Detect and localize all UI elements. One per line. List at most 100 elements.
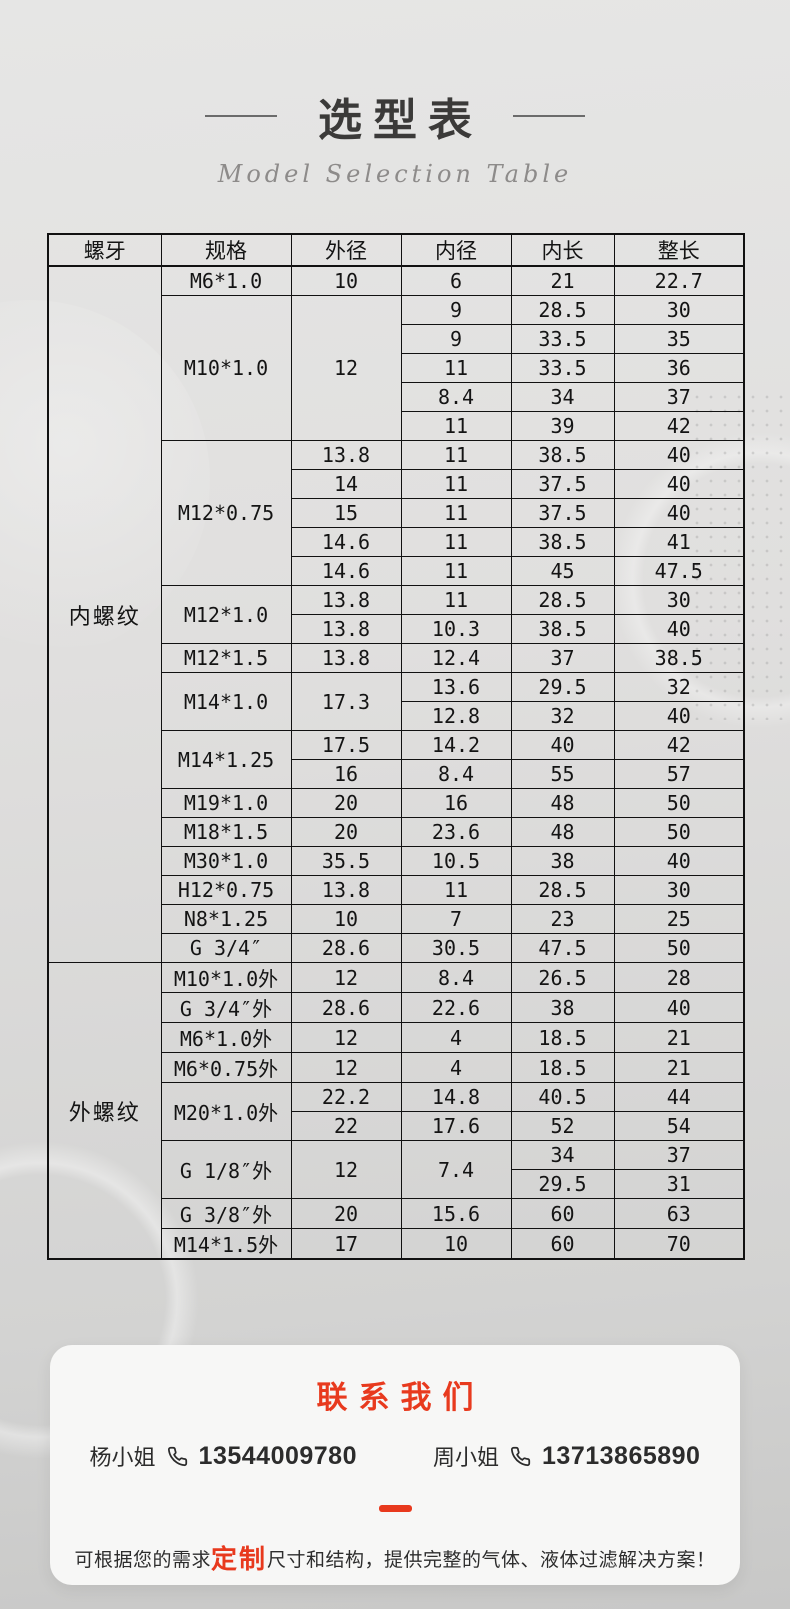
table-cell: 40: [613, 992, 745, 1023]
table-row: 14.6 11 38.5 41: [48, 527, 745, 557]
header: 选型表 Model Selection Table: [0, 0, 790, 188]
table-cell: 52: [510, 1111, 615, 1141]
table-cell: 7: [400, 904, 512, 934]
table-cell: G 3/4″: [160, 933, 292, 963]
table-cell: M6*1.0外: [160, 1022, 292, 1053]
table-cell: 22: [290, 1111, 402, 1141]
table-cell: 8.4: [400, 759, 512, 789]
table-cell: M19*1.0: [160, 788, 292, 818]
contact-title: 联系我们: [316, 1380, 485, 1415]
table-cell: 41: [613, 527, 745, 557]
note-suffix: 尺寸和结构，提供完整的气体、液体过滤解决方案！: [267, 1550, 716, 1571]
custom-note: 可根据您的需求定制尺寸和结构，提供完整的气体、液体过滤解决方案！: [64, 1539, 726, 1576]
table-cell: 17: [290, 1228, 402, 1260]
table-cell: 4: [400, 1052, 512, 1083]
table-cell: 50: [613, 788, 745, 818]
column-header: 螺牙: [47, 233, 162, 267]
table-cell: 10: [400, 1228, 512, 1260]
title-row: 选型表: [0, 84, 790, 148]
contact-name: 杨小姐: [89, 1445, 156, 1470]
table-row: M14*1.5外 17 10 60 70: [48, 1228, 745, 1260]
table-cell: 22.6: [400, 992, 512, 1023]
table-cell: 9: [400, 324, 512, 354]
table-cell: 40: [510, 730, 615, 760]
table-cell: 38: [510, 846, 615, 876]
table-cell: 63: [613, 1198, 745, 1229]
table-cell: 44: [613, 1082, 745, 1112]
table-cell: 15.6: [400, 1198, 512, 1229]
table-cell: 33.5: [510, 353, 615, 383]
table-cell: 10.3: [400, 614, 512, 644]
table-cell: 35: [613, 324, 745, 354]
table-row: M14*1.0 17.3 13.6 29.5 32: [48, 672, 745, 731]
table-cell: 32: [510, 701, 615, 731]
note-highlight: 定制: [210, 1544, 267, 1574]
table-cell: M12*0.75: [160, 440, 292, 586]
table-cell: 60: [510, 1198, 615, 1229]
table-cell: 12: [290, 962, 402, 993]
table-cell: 45: [510, 556, 615, 586]
table-cell: M14*1.0: [160, 672, 292, 731]
table-row: 13.8 10.3 38.5 40: [48, 614, 745, 644]
table-cell: 42: [613, 411, 745, 441]
table-cell: 11: [400, 353, 512, 383]
table-row: 内螺纹 M6*1.0 10 6 21 22.7: [47, 265, 745, 963]
table-cell: 34: [510, 382, 615, 412]
table-cell: 38: [510, 992, 615, 1023]
table-cell: 50: [613, 933, 745, 963]
table-cell: 14.6: [290, 527, 402, 557]
table-cell: 16: [400, 788, 512, 818]
table-cell: 16: [290, 759, 402, 789]
table-cell: 18.5: [510, 1022, 615, 1053]
table-cell: 28.5: [510, 295, 615, 325]
table-cell: 11: [400, 875, 512, 905]
table-cell: 14.6: [290, 556, 402, 586]
table-row: 14.6 11 45 47.5: [48, 556, 745, 586]
table-cell: 11: [400, 498, 512, 528]
phone-icon: [510, 1446, 531, 1466]
table-cell: 4: [400, 1022, 512, 1053]
table-cell: 37: [613, 382, 745, 412]
table-cell: 12: [290, 1022, 402, 1053]
table-cell: 33.5: [510, 324, 615, 354]
table-cell: 40: [613, 469, 745, 499]
column-header: 内长: [510, 233, 615, 267]
table-cell: 32: [613, 672, 745, 702]
table-cell: 23.6: [400, 817, 512, 847]
table-cell: 13.6: [400, 672, 512, 702]
table-cell: 21: [613, 1052, 745, 1083]
table-cell: 18.5: [510, 1052, 615, 1083]
table-row: 15 11 37.5 40: [48, 498, 745, 528]
table-row: G 1/8″外 12 7.4 34 37: [48, 1140, 745, 1199]
page-title: 选型表: [318, 96, 483, 145]
table-cell: 20: [290, 788, 402, 818]
page-subtitle: Model Selection Table: [217, 160, 573, 188]
table-cell: 14: [290, 469, 402, 499]
table-cell: 39: [510, 411, 615, 441]
table-cell: 38.5: [613, 643, 745, 673]
table-row: M18*1.5 20 23.6 48 50: [48, 817, 745, 847]
title-decor-line-right: [513, 115, 585, 117]
table-cell: 29.5: [510, 672, 615, 702]
table-cell: 17.3: [290, 672, 402, 731]
model-selection-table: 螺牙 规格 外径 内径 内长 整长 内螺纹 M6*1.0 10 6 21 22.7 M10*1.0 12…: [47, 233, 745, 1260]
table-cell: M18*1.5: [160, 817, 292, 847]
table-cell: 11: [400, 527, 512, 557]
table-cell: 25: [613, 904, 745, 934]
table-cell: 38.5: [510, 440, 615, 470]
table-cell: 37: [510, 643, 615, 673]
table-row: 14 11 37.5 40: [48, 469, 745, 499]
table-cell: 13.8: [290, 585, 402, 615]
table-cell: 38.5: [510, 614, 615, 644]
table-cell: M10*1.0: [160, 295, 292, 441]
table-cell: 7.4: [400, 1140, 512, 1199]
table-cell: M12*1.5: [160, 643, 292, 673]
table-cell: 29.5: [510, 1169, 615, 1199]
table-cell: 外螺纹: [47, 962, 162, 1260]
contact-item: 杨小姐 13544009780: [90, 1440, 357, 1472]
table-cell: H12*0.75: [160, 875, 292, 905]
table-cell: M10*1.0外: [160, 962, 292, 993]
table-cell: 28.6: [290, 933, 402, 963]
table-row: M14*1.25 17.5 14.2 40 42: [48, 730, 745, 789]
table-row: M6*0.75外 12 4 18.5 21: [48, 1052, 745, 1083]
